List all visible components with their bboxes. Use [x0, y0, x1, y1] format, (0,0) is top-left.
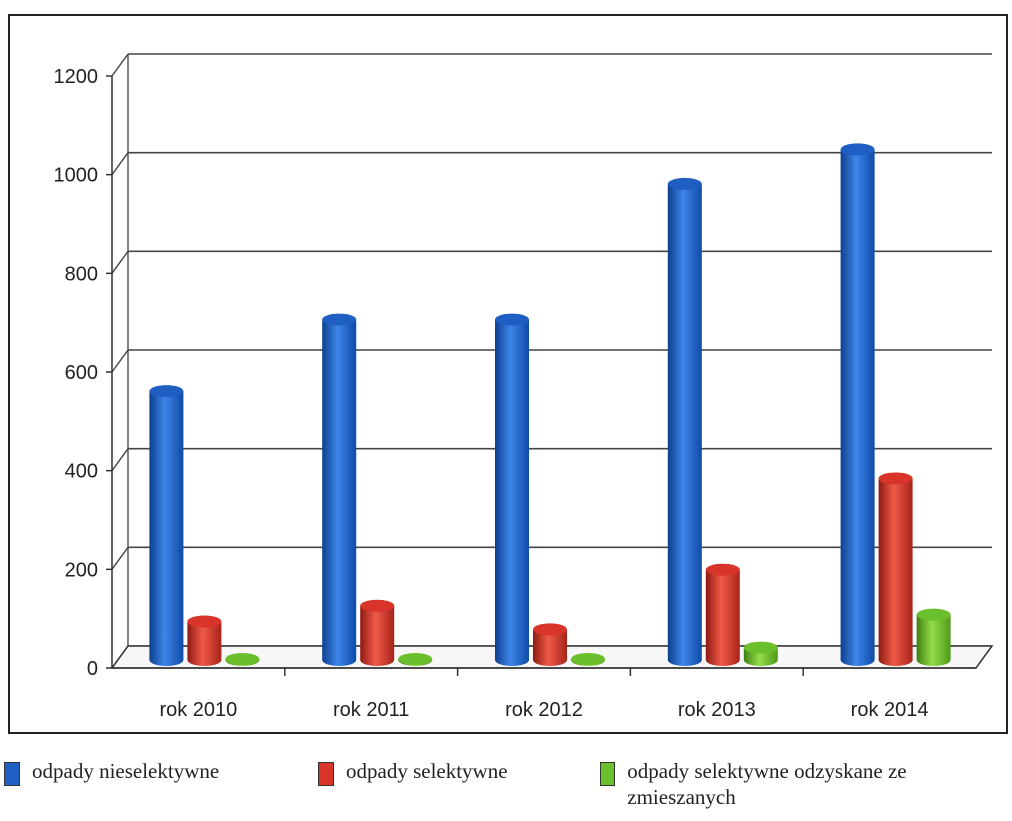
x-tick-label: rok 2014 — [851, 699, 929, 721]
bar-body — [495, 319, 529, 666]
bar-2-0 — [225, 653, 260, 666]
x-tick-label: rok 2012 — [505, 699, 583, 721]
bar-top — [878, 472, 913, 485]
bar-top — [187, 615, 222, 628]
chart-frame: 0 200 400 600 800 1000 1200 rok 2010 rok 2011 rok… — [8, 14, 1008, 734]
bar-0-2 — [495, 313, 529, 666]
bar-body — [322, 319, 357, 666]
bar-2-1 — [398, 653, 433, 666]
legend: odpady nieselektywne odpady selektywne o… — [0, 758, 1012, 821]
bar-body — [916, 614, 951, 666]
legend-item-nieselektywne: odpady nieselektywne — [4, 758, 219, 786]
bar-body — [187, 621, 222, 666]
bar-0-0 — [149, 385, 184, 666]
bar-body — [878, 478, 913, 666]
bar-top — [916, 608, 951, 621]
y-tick-label: 1000 — [54, 165, 99, 187]
bar-0-4 — [840, 143, 875, 666]
y-tick-label: 0 — [87, 658, 98, 680]
gridline-depth — [111, 53, 129, 77]
x-tick-label: rok 2013 — [678, 699, 756, 721]
y-tick-label: 400 — [65, 461, 98, 483]
bar-2-3 — [743, 641, 778, 666]
bar-top — [322, 313, 357, 326]
bar-top — [533, 623, 567, 636]
legend-swatch-green — [600, 762, 616, 786]
legend-item-selektywne: odpady selektywne — [318, 758, 508, 786]
legend-item-odzyskane: odpady selektywne odzyskane ze zmieszany… — [600, 758, 1000, 810]
bar-2-2 — [571, 653, 605, 666]
bar-chart: 0 200 400 600 800 1000 1200 rok 2010 rok 2011 rok… — [54, 53, 994, 721]
x-tick-label: rok 2010 — [159, 699, 237, 721]
bar-top — [571, 653, 605, 666]
bar-body — [840, 149, 875, 666]
y-tick-label: 800 — [65, 263, 98, 285]
bar-1-4 — [878, 472, 913, 666]
legend-swatch-blue — [4, 762, 20, 786]
bar-top — [840, 143, 875, 156]
bar-0-3 — [667, 177, 702, 666]
gridline-depth — [111, 250, 129, 274]
y-tick-label: 200 — [65, 559, 98, 581]
bar-top — [149, 385, 184, 398]
bar-top — [705, 563, 740, 576]
gridline-depth — [111, 349, 129, 373]
legend-label: odpady selektywne — [346, 759, 508, 783]
bar-body — [667, 183, 702, 666]
bar-top — [667, 177, 702, 190]
gridline-depth — [111, 546, 129, 570]
bar-top — [743, 641, 778, 654]
bar-0-1 — [322, 313, 357, 666]
bar-1-0 — [187, 615, 222, 666]
legend-label: odpady selektywne odzyskane ze zmieszany… — [627, 759, 907, 809]
y-tick-label: 600 — [65, 362, 98, 384]
bar-top — [225, 653, 260, 666]
bar-top — [398, 653, 433, 666]
bar-body — [360, 605, 395, 666]
x-tick-label: rok 2011 — [333, 699, 409, 721]
gridline-depth — [111, 152, 129, 176]
bar-2-4 — [916, 608, 951, 666]
bar-1-3 — [705, 563, 740, 666]
bar-top — [360, 599, 395, 612]
bar-body — [705, 569, 740, 666]
bar-body — [533, 629, 567, 666]
legend-swatch-red — [318, 762, 334, 786]
gridline-depth — [111, 448, 129, 472]
bar-top — [495, 313, 529, 326]
y-tick-label: 1200 — [54, 66, 99, 88]
bar-1-1 — [360, 599, 395, 666]
bar-1-2 — [533, 623, 567, 666]
legend-label: odpady nieselektywne — [32, 759, 220, 783]
bar-body — [149, 391, 184, 666]
